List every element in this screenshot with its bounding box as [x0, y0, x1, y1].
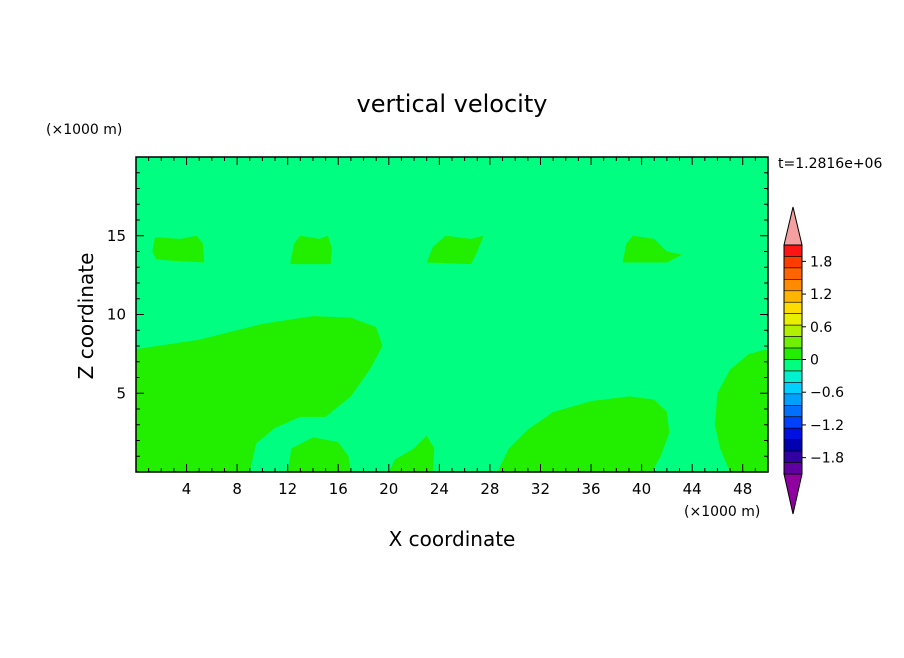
colorbar-label: 1.8 [810, 254, 832, 270]
contour-region-1 [136, 316, 383, 472]
colorbar-segment [783, 267, 803, 280]
x-tick-label: 48 [733, 480, 752, 498]
x-tick-label: 24 [430, 480, 449, 498]
colorbar-label: −1.8 [810, 451, 844, 467]
colorbar-segment [783, 416, 803, 429]
x-tick-label: 28 [480, 480, 499, 498]
colorbar-segment [783, 256, 803, 269]
colorbar-segment [783, 462, 803, 475]
colorbar-segment [783, 393, 803, 406]
contour-region-3 [388, 435, 435, 472]
y-tick-label: 15 [107, 227, 126, 245]
colorbar-segment [783, 427, 803, 440]
colorbar-label: 1.2 [810, 287, 832, 303]
colorbar-segment [783, 347, 803, 360]
colorbar-segment [783, 313, 803, 326]
y-axis-label: Z coordinate [74, 253, 98, 380]
colorbar-segment [783, 359, 803, 372]
contour-region-8 [426, 235, 484, 265]
y-tick-label: 10 [107, 306, 126, 324]
x-tick-label: 16 [329, 480, 348, 498]
colorbar-label: −0.6 [810, 385, 844, 401]
contour-region-6 [152, 235, 205, 263]
colorbar-label: 0 [810, 353, 819, 369]
colorbar-segment [783, 404, 803, 418]
x-tick-label: 40 [632, 480, 651, 498]
x-tick-label: 36 [581, 480, 600, 498]
colorbar-segment [783, 244, 803, 257]
x-tick-label: 12 [278, 480, 297, 498]
time-label: t=1.2816e+06 [778, 156, 882, 172]
x-tick-label: 8 [232, 480, 242, 498]
z-unit-label: (×1000 m) [46, 122, 122, 138]
contour-region-9 [622, 235, 682, 263]
x-tick-label: 20 [379, 480, 398, 498]
contour-region-7 [290, 235, 332, 265]
colorbar-under-triangle [783, 473, 803, 515]
colorbar-segment [783, 336, 803, 349]
contour-region-4 [497, 396, 670, 472]
colorbar-label: 0.6 [810, 320, 832, 336]
x-tick-label: 32 [531, 480, 550, 498]
contour-region-2 [287, 437, 351, 472]
colorbar-segment [783, 324, 803, 337]
colorbar-segment [783, 439, 803, 452]
colorbar-label: −1.2 [810, 418, 844, 434]
colorbar-segment [783, 279, 803, 292]
colorbar: 1.8 1.2 0.6 0 −0.6 −1.2 −1.8 [783, 206, 844, 515]
colorbar-segment [783, 382, 803, 395]
x-tick-label: 4 [182, 480, 192, 498]
contour-region-5 [714, 349, 768, 472]
x-tick-label: 44 [683, 480, 702, 498]
colorbar-segment [783, 290, 803, 303]
colorbar-segment [783, 450, 803, 463]
x-unit-label: (×1000 m) [684, 504, 760, 520]
y-tick-label: 5 [116, 384, 126, 402]
colorbar-over-triangle [783, 206, 803, 246]
colorbar-segment [783, 370, 803, 383]
chart-title: vertical velocity [357, 90, 548, 118]
plot-area [136, 157, 768, 472]
x-axis-label: X coordinate [389, 527, 516, 551]
colorbar-segment [783, 301, 803, 314]
